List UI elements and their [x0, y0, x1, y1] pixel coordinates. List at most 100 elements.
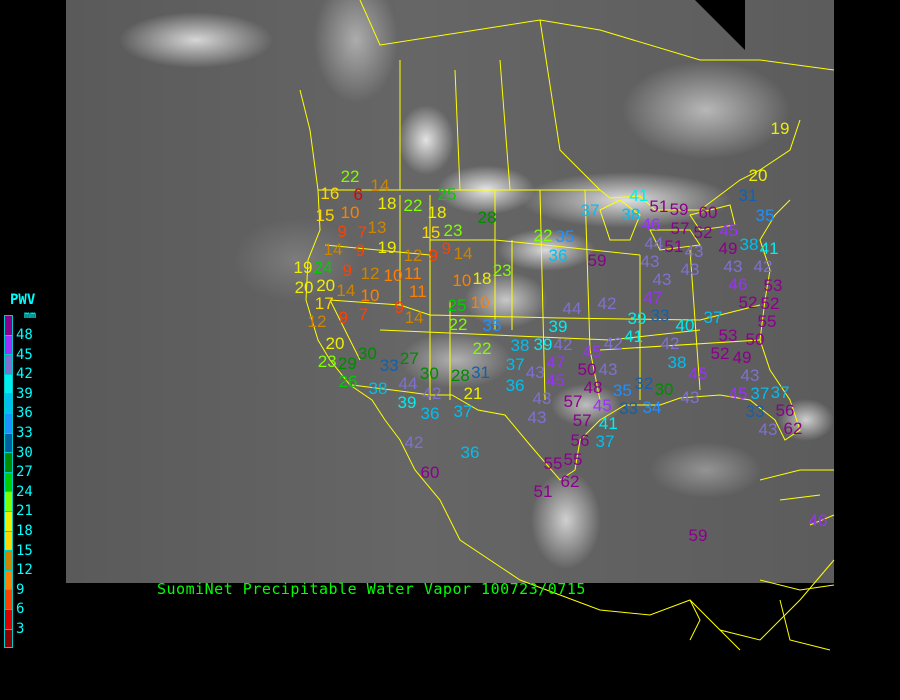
station-pwv-label: 43	[598, 359, 618, 379]
legend-tick-label: 42	[16, 366, 33, 383]
station-pwv-label: 59	[688, 525, 708, 545]
pacific-coastline	[299, 89, 835, 641]
station-pwv-label: 50	[577, 359, 597, 379]
station-pwv-label: 43	[684, 241, 704, 261]
station-pwv-label: 55	[757, 311, 777, 331]
station-pwv-label: 55	[563, 449, 583, 469]
legend-swatch	[4, 608, 13, 629]
station-pwv-label: 22	[533, 226, 553, 246]
station-pwv-label: 50	[745, 329, 765, 349]
station-pwv-label: 45	[688, 363, 708, 383]
legend-swatch	[4, 550, 13, 570]
station-pwv-label: 18	[377, 194, 397, 214]
legend-swatch	[4, 315, 13, 335]
station-pwv-label: 43	[680, 387, 700, 407]
station-pwv-label: 42	[603, 333, 623, 353]
station-pwv-label: 41	[759, 239, 779, 259]
station-pwv-label: 9	[337, 221, 347, 241]
station-pwv-label: 37	[703, 307, 723, 327]
station-pwv-label: 52	[710, 344, 730, 364]
station-pwv-label: 22	[340, 167, 360, 187]
station-pwv-label: 43	[525, 362, 545, 382]
legend-swatch	[4, 530, 13, 551]
station-pwv-label: 33	[379, 355, 399, 375]
station-pwv-label: 33	[619, 398, 639, 418]
station-pwv-label: 45	[592, 396, 612, 415]
station-pwv-label: 51	[649, 196, 669, 216]
station-pwv-label: 15	[421, 222, 441, 242]
station-pwv-label: 42	[422, 383, 442, 403]
legend-tick-label: 39	[16, 385, 33, 402]
station-pwv-label: 22	[403, 195, 423, 215]
legend-swatch	[4, 393, 13, 413]
station-pwv-label: 35	[482, 315, 502, 335]
us-mexico-border	[351, 384, 576, 481]
great-lakes	[599, 199, 736, 251]
legend-swatch	[4, 471, 13, 492]
station-pwv-label: 12	[307, 311, 327, 331]
station-pwv-label: 52	[738, 293, 758, 313]
station-pwv-label: 45	[728, 383, 748, 403]
station-pwv-label: 56	[775, 401, 795, 421]
legend-tick-label: 18	[16, 523, 33, 539]
legend-tick-label: 45	[16, 346, 33, 363]
station-pwv-label: 6	[353, 185, 363, 205]
station-pwv-label: 23	[443, 220, 463, 240]
station-pwv-label: 20	[294, 278, 314, 298]
station-pwv-label: 10	[340, 203, 360, 223]
station-pwv-label: 35	[755, 205, 775, 225]
station-pwv-label: 15	[315, 205, 335, 225]
station-pwv-label: 46	[641, 215, 661, 235]
station-pwv-label: 38	[667, 352, 687, 372]
station-pwv-label: 19	[377, 237, 397, 257]
station-pwv-label: 28	[450, 366, 470, 386]
station-pwv-label: 11	[409, 282, 427, 302]
station-pwv-label: 12	[360, 263, 380, 283]
station-pwv-label: 9	[394, 297, 404, 317]
legend-tick-label: 12	[16, 562, 33, 579]
station-pwv-label: 53	[718, 325, 738, 345]
station-pwv-label: 35	[555, 227, 575, 247]
station-pwv-label: 31	[738, 185, 758, 205]
station-pwv-label: 14	[404, 307, 424, 327]
station-pwv-label: 33	[745, 401, 765, 421]
station-pwv-label: 44	[644, 233, 664, 253]
map-caption: SuomiNet Precipitable Water Vapor 100723…	[157, 580, 586, 598]
station-pwv-label: 41	[598, 414, 618, 434]
station-pwv-label: 10	[470, 292, 490, 312]
station-pwv-label: 26	[338, 372, 358, 392]
station-pwv-label: 42	[553, 335, 573, 355]
station-pwv-label: 39	[548, 317, 568, 336]
station-pwv-label: 40	[675, 316, 695, 336]
legend-tick-label: 6	[16, 601, 25, 618]
station-pwv-label: 57	[572, 410, 592, 430]
station-pwv-label: 57	[563, 392, 583, 412]
legend-tick-label: 33	[16, 425, 33, 441]
station-pwv-label: 22	[472, 338, 492, 358]
station-pwv-label: 46	[728, 275, 748, 295]
station-pwv-label: 43	[723, 257, 743, 276]
station-pwv-label: 37	[453, 402, 473, 422]
station-pwv-label: 10	[452, 270, 472, 290]
station-pwv-label: 18	[472, 268, 492, 288]
station-pwv-label: 55	[543, 453, 563, 473]
station-pwv-label: 34	[642, 398, 662, 418]
station-pwv-label: 41	[629, 186, 649, 206]
station-pwv-label: 42	[597, 293, 617, 313]
canada-provinces	[359, 0, 835, 191]
station-pwv-label: 37	[505, 354, 525, 374]
station-pwv-label: 37	[595, 432, 615, 452]
station-pwv-label: 23	[492, 260, 512, 280]
legend-tick-label: 36	[16, 405, 33, 422]
station-pwv-label: 18	[427, 202, 447, 222]
station-pwv-label: 30	[357, 343, 377, 363]
legend-swatch	[4, 569, 13, 590]
station-pwv-label: 62	[560, 471, 580, 491]
legend-tick-label: 48	[16, 327, 33, 343]
station-pwv-label: 38	[621, 204, 641, 224]
station-pwv-label: 14	[370, 175, 390, 195]
station-pwv-label: 36	[420, 403, 440, 423]
station-pwv-label: 7	[358, 304, 368, 324]
station-pwv-label: 43	[532, 389, 552, 409]
station-pwv-label: 12	[403, 245, 423, 265]
